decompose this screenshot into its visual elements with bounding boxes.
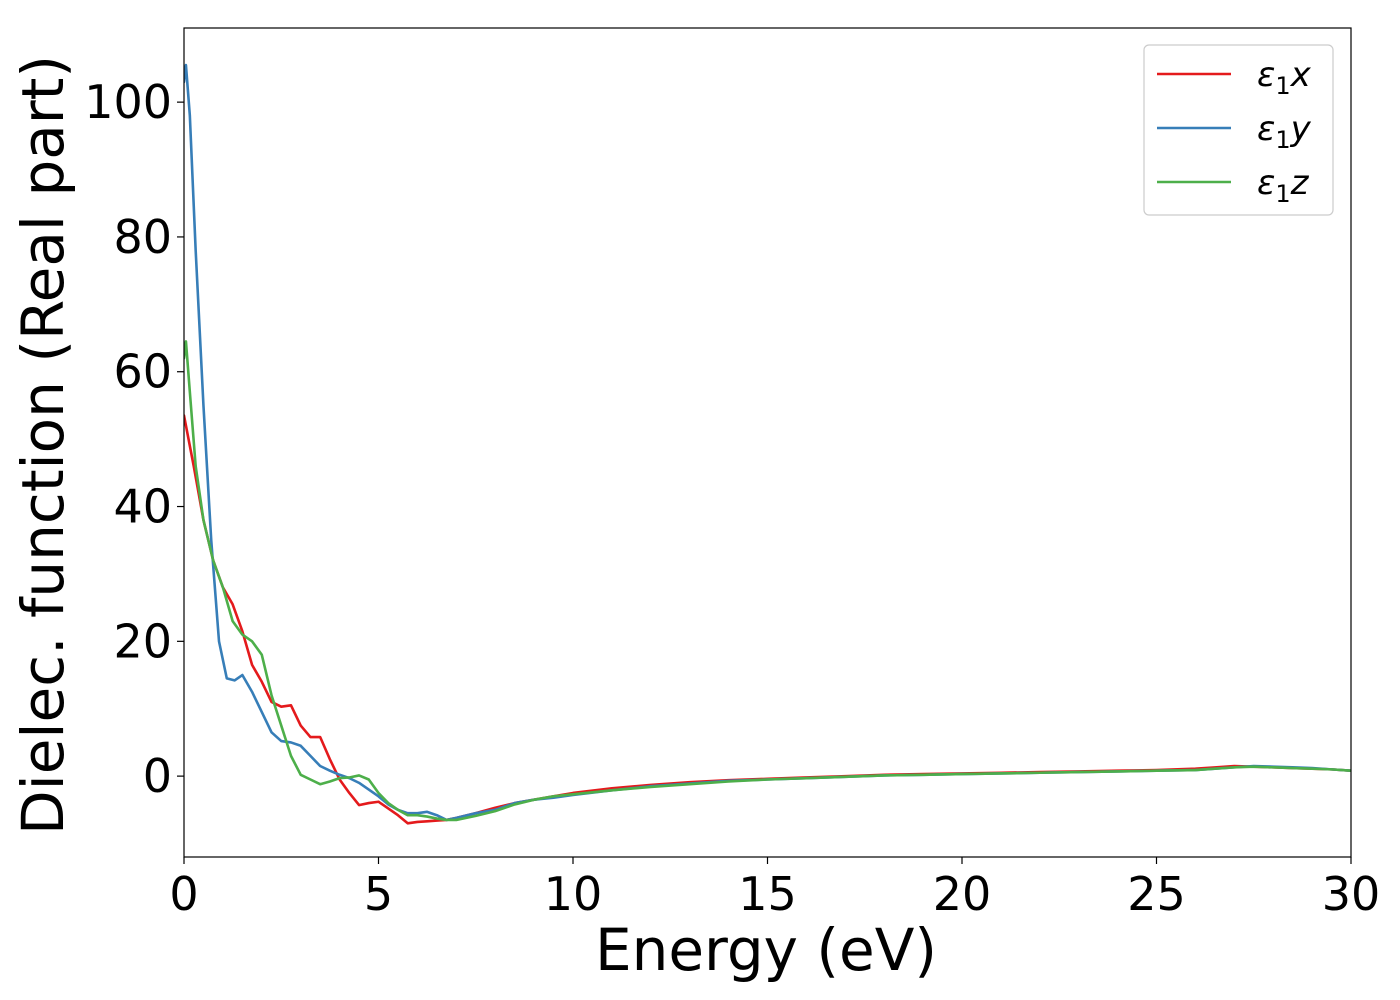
- x-tick-label: 15: [738, 867, 797, 921]
- x-tick-label: 0: [169, 867, 198, 921]
- x-tick-label: 30: [1322, 867, 1381, 921]
- y-tick-label: 20: [113, 614, 172, 668]
- y-axis-ticks: 0 20 40 60 80 100: [84, 75, 184, 803]
- x-axis-ticks: 0 5 10 15 20 25 30: [169, 857, 1380, 921]
- x-tick-label: 5: [364, 867, 393, 921]
- y-axis-title: Dielec. function (Real part): [9, 55, 77, 835]
- x-tick-label: 20: [933, 867, 992, 921]
- series-line-x: [184, 414, 1351, 825]
- y-tick-label: 100: [84, 75, 172, 129]
- y-tick-label: 40: [113, 480, 172, 534]
- legend-box: [1143, 44, 1334, 216]
- plot-lines: [184, 63, 1351, 825]
- y-tick-label: 0: [143, 749, 172, 803]
- series-line-z: [184, 340, 1351, 822]
- x-tick-label: 25: [1127, 867, 1186, 921]
- legend: ε1x ε1y ε1z: [1143, 44, 1334, 216]
- y-tick-label: 60: [113, 345, 172, 399]
- legend-label-y: ε1y: [1257, 109, 1312, 154]
- legend-label-z: ε1z: [1257, 163, 1310, 208]
- y-tick-label: 80: [113, 210, 172, 264]
- x-axis-title: Energy (eV): [595, 916, 937, 984]
- legend-label-x: ε1x: [1257, 55, 1312, 100]
- x-tick-label: 10: [544, 867, 603, 921]
